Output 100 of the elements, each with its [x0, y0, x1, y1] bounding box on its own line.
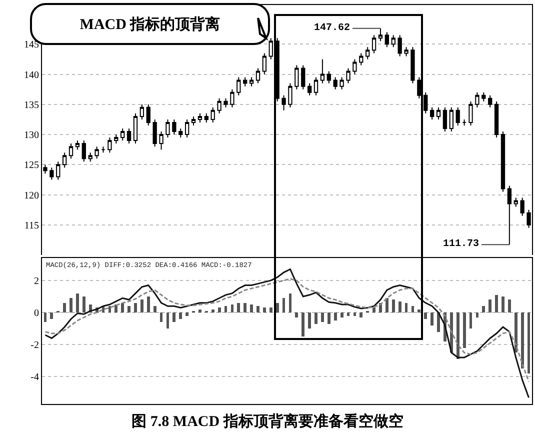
candlestick — [108, 137, 112, 154]
bar — [462, 312, 466, 348]
candlestick — [520, 197, 524, 216]
candlestick — [359, 52, 364, 66]
candlestick — [166, 118, 170, 138]
candlestick — [340, 76, 344, 90]
candlestick — [410, 46, 415, 84]
bar — [321, 312, 324, 322]
bar — [186, 312, 189, 316]
candlestick — [198, 112, 202, 123]
candlestick — [384, 32, 390, 48]
candlestick — [314, 76, 318, 96]
bar — [250, 304, 253, 313]
candlestick — [152, 118, 157, 148]
candlestick — [488, 94, 492, 108]
candlestick — [449, 106, 454, 132]
candlestick — [288, 82, 292, 108]
annotation: 111.73 — [443, 239, 480, 250]
bar — [128, 306, 130, 313]
candlestick — [94, 146, 99, 160]
y-tick-label: 135 — [24, 100, 39, 111]
candlestick — [256, 68, 260, 84]
y-tick-label: 140 — [24, 70, 39, 81]
candlestick — [417, 76, 422, 99]
y-tick-label: 130 — [24, 130, 39, 142]
candlestick — [378, 28, 383, 42]
bar — [256, 306, 260, 313]
candlestick — [500, 131, 506, 192]
bar — [276, 302, 279, 313]
bar — [244, 302, 247, 313]
y-tick-label: 2 — [34, 276, 39, 287]
bar — [262, 308, 266, 313]
bar — [146, 296, 150, 313]
candlestick — [326, 70, 331, 84]
bar — [82, 296, 86, 313]
bar — [121, 302, 124, 313]
bar — [424, 312, 428, 319]
candlestick — [352, 58, 357, 75]
candlestick — [68, 143, 74, 160]
bar — [237, 302, 240, 313]
bar — [430, 312, 434, 326]
bar — [340, 312, 344, 318]
bar — [508, 300, 511, 313]
candlestick — [282, 94, 286, 111]
candlestick — [424, 92, 428, 114]
y-tick-label: 125 — [24, 160, 39, 172]
candlestick — [333, 76, 338, 90]
candlestick — [75, 140, 80, 150]
candlestick — [294, 64, 299, 90]
bar — [314, 312, 318, 324]
candlestick — [210, 106, 215, 123]
candlestick — [514, 197, 518, 208]
bar — [76, 293, 79, 313]
bar — [70, 298, 72, 313]
candlestick — [301, 64, 306, 90]
candlestick — [391, 34, 396, 48]
candlestick — [184, 118, 190, 138]
candlestick — [217, 98, 222, 114]
candlestick — [172, 118, 176, 136]
bar — [334, 312, 337, 321]
bar — [502, 296, 504, 313]
bar — [308, 312, 312, 329]
bar — [327, 312, 330, 324]
bar — [50, 312, 54, 319]
annotation: 147.62 — [314, 23, 350, 34]
candlestick — [462, 118, 466, 126]
y-tick-label: 115 — [24, 220, 39, 232]
annotation: MACD 指标的顶背离 — [80, 15, 220, 34]
candlestick — [262, 52, 267, 75]
y-tick-label: 145 — [24, 40, 39, 51]
candlestick — [404, 46, 408, 57]
bar — [520, 312, 524, 369]
candlestick — [320, 58, 325, 84]
candlestick — [346, 68, 350, 84]
candlestick — [62, 152, 67, 168]
bar — [269, 308, 272, 313]
candlestick — [159, 131, 164, 150]
candlestick — [268, 38, 273, 60]
bar — [218, 308, 221, 313]
bar — [353, 312, 356, 316]
bar — [153, 306, 156, 313]
bar — [198, 309, 202, 313]
bar — [495, 294, 498, 313]
candlestick — [120, 128, 125, 142]
candlestick — [56, 161, 60, 180]
bar — [63, 302, 66, 313]
bar — [295, 312, 298, 318]
candlestick — [114, 134, 118, 144]
candlestick — [482, 92, 486, 102]
candlestick — [366, 46, 370, 60]
candlestick — [475, 92, 480, 108]
candlestick — [436, 106, 441, 120]
candlestick — [224, 98, 228, 108]
bar — [360, 312, 363, 318]
y-tick-label: 120 — [24, 190, 39, 202]
candlestick — [140, 104, 144, 120]
bar — [140, 300, 144, 313]
bar — [114, 304, 118, 313]
bar — [398, 301, 402, 313]
candlestick — [101, 146, 106, 154]
